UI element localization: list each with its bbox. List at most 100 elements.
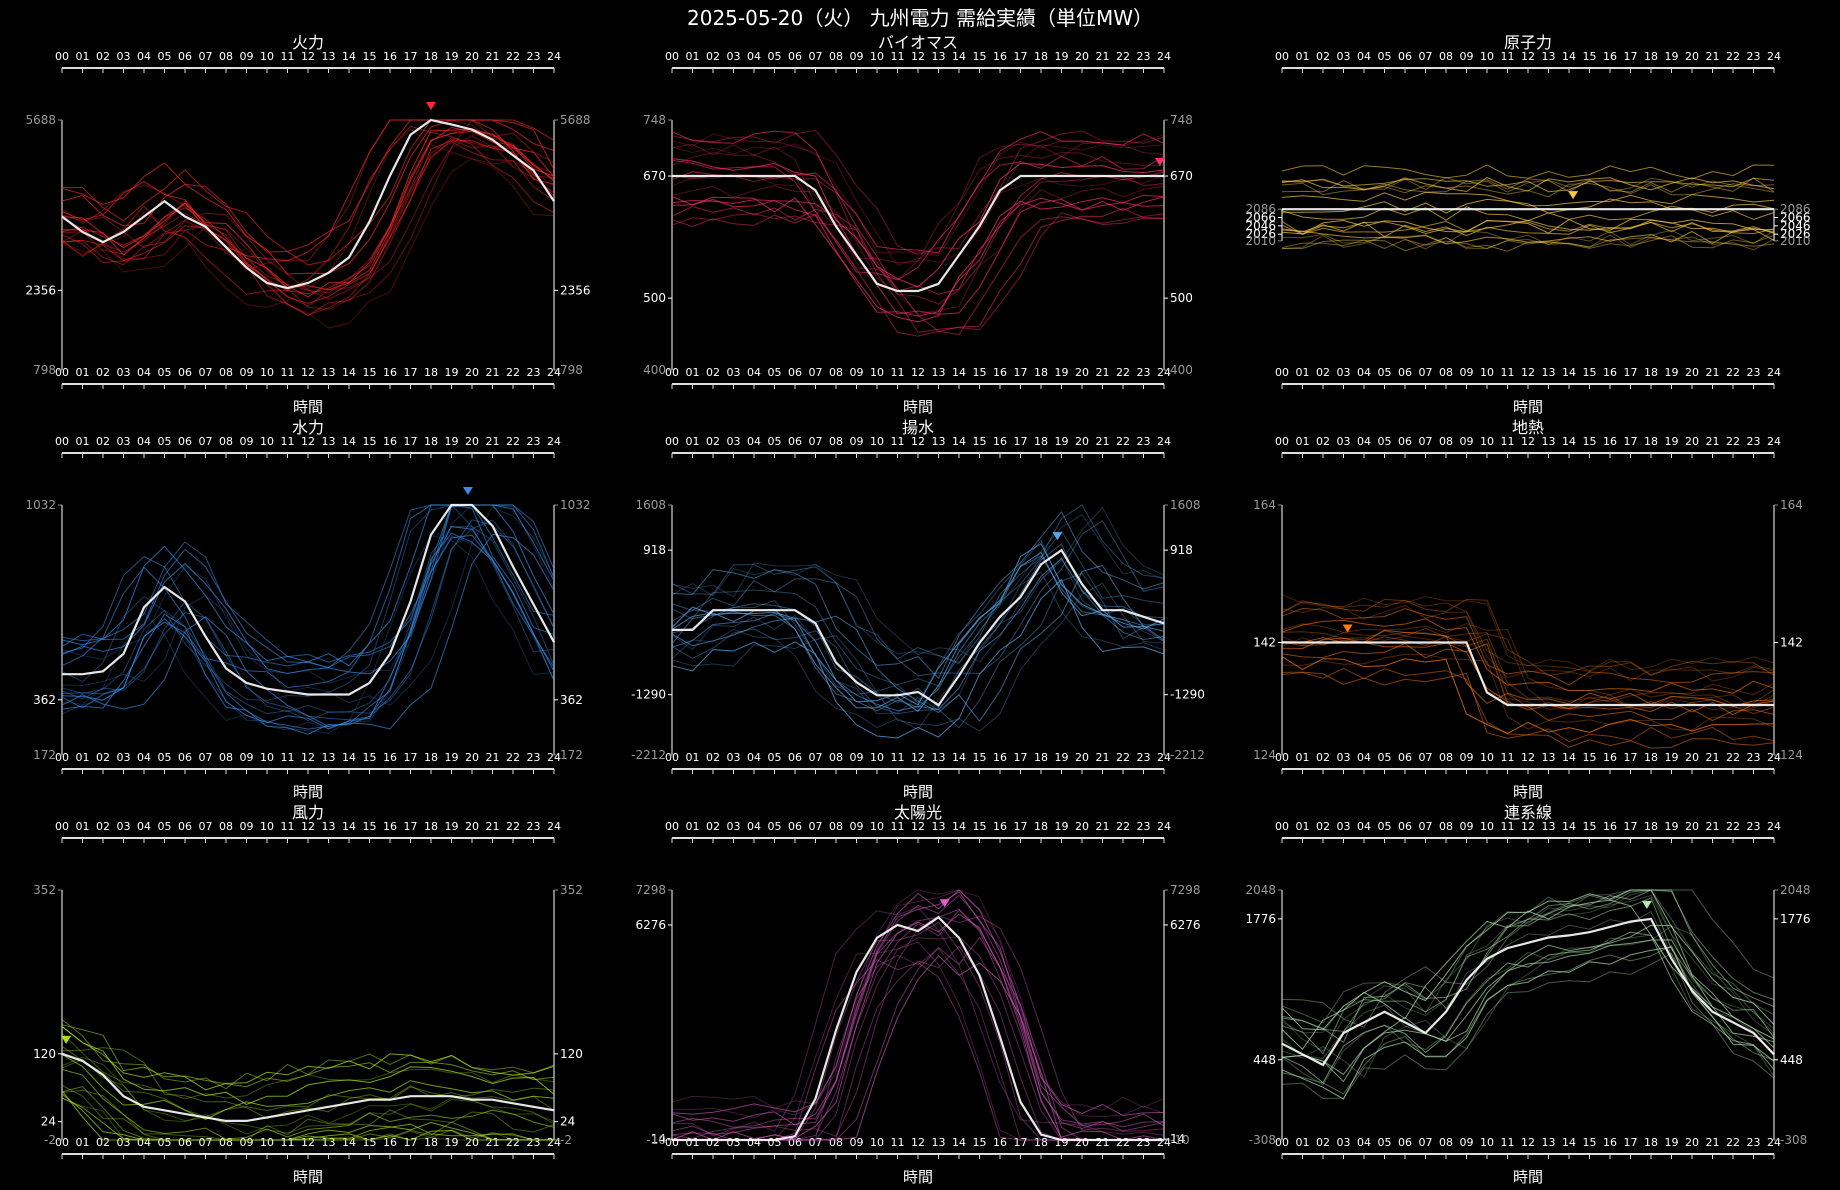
hour-tick-label: 24	[1767, 435, 1781, 448]
hour-tick-label: 05	[158, 751, 172, 764]
hour-tick-label: 05	[1378, 820, 1392, 833]
hour-tick-label: 00	[55, 751, 69, 764]
hour-tick-label: 20	[1075, 435, 1089, 448]
series-line-today	[1281, 917, 1775, 1067]
series-line-background	[61, 526, 555, 722]
hour-tick-label: 06	[1398, 435, 1412, 448]
hour-tick-label: 05	[158, 366, 172, 379]
hour-tick-label: 08	[829, 366, 843, 379]
hour-tick-label: 01	[76, 751, 90, 764]
hour-tick-label: 13	[1542, 50, 1556, 63]
hour-tick-label: 12	[911, 751, 925, 764]
hour-tick-label: 23	[1137, 50, 1151, 63]
subchart-title: 火力	[292, 33, 324, 52]
subchart-4: 揚水 00 01 02 03 04 05 06 07 08 09 10 11 12 13 14 15 16 17 18…	[631, 418, 1205, 801]
hour-tick-label: 17	[1014, 751, 1028, 764]
hour-tick-label: 15	[973, 435, 987, 448]
value-tick-label: 2010	[1245, 234, 1276, 248]
hour-tick-label: 09	[240, 366, 254, 379]
hour-tick-label: 03	[727, 751, 741, 764]
hour-tick-label: 11	[281, 820, 295, 833]
series-line-background	[61, 157, 555, 329]
hour-tick-label: 19	[445, 366, 459, 379]
value-tick-label: -308	[1780, 1133, 1807, 1147]
hour-tick-label: 02	[1316, 435, 1330, 448]
hour-tick-label: 05	[1378, 751, 1392, 764]
value-tick-label: 2026	[1245, 227, 1276, 241]
hour-tick-label: 17	[1624, 435, 1638, 448]
hour-tick-label: 23	[1747, 751, 1761, 764]
value-tick-label: 352	[33, 883, 56, 897]
hour-tick-label: 09	[850, 751, 864, 764]
hour-tick-label: 17	[404, 50, 418, 63]
series-line-background	[61, 506, 555, 707]
hour-tick-label: 22	[1116, 50, 1130, 63]
hour-tick-label: 16	[993, 435, 1007, 448]
hour-tick-label: 07	[199, 435, 213, 448]
hour-tick-label: 13	[932, 820, 946, 833]
peak-marker	[61, 1035, 72, 1044]
hour-tick-label: 13	[932, 50, 946, 63]
hour-tick-label: 00	[1275, 50, 1289, 63]
hour-tick-label: 02	[1316, 1136, 1330, 1149]
series-line-background	[1281, 618, 1775, 694]
hour-tick-label: 17	[404, 366, 418, 379]
hour-tick-label: 09	[240, 751, 254, 764]
x-axis-label: 時間	[293, 1168, 323, 1186]
hour-tick-label: 24	[1767, 1136, 1781, 1149]
hour-tick-label: 19	[1665, 820, 1679, 833]
hour-tick-label: 19	[445, 435, 459, 448]
series-line-background	[671, 530, 1165, 687]
hour-tick-label: 10	[870, 820, 884, 833]
hour-tick-label: 03	[727, 820, 741, 833]
value-tick-label: 670	[643, 169, 666, 183]
hour-tick-label: 21	[486, 820, 500, 833]
hour-tick-label: 14	[1562, 50, 1576, 63]
subchart-title: 水力	[292, 418, 324, 437]
hour-tick-label: 22	[1726, 751, 1740, 764]
hour-tick-label: 10	[870, 751, 884, 764]
hour-tick-label: 14	[1562, 751, 1576, 764]
series-line-background	[1281, 889, 1775, 1031]
series-line-background	[671, 504, 1165, 664]
hour-tick-label: 21	[1096, 1136, 1110, 1149]
hour-tick-label: 07	[199, 50, 213, 63]
series-line-background	[61, 140, 555, 304]
hour-tick-label: 04	[747, 366, 761, 379]
hour-tick-label: 11	[281, 50, 295, 63]
hour-tick-label: 20	[1075, 50, 1089, 63]
series-line-background	[671, 141, 1165, 264]
hour-tick-label: 12	[911, 1136, 925, 1149]
hour-tick-label: 22	[506, 751, 520, 764]
series-line-background	[61, 533, 555, 730]
hour-tick-label: 21	[486, 366, 500, 379]
hour-tick-label: 07	[809, 435, 823, 448]
hour-tick-label: 10	[260, 435, 274, 448]
hour-tick-label: 04	[1357, 820, 1371, 833]
hour-tick-label: 19	[1665, 751, 1679, 764]
series-line-background	[61, 119, 555, 300]
series-line-background	[1281, 889, 1775, 1033]
hour-tick-label: 20	[1075, 366, 1089, 379]
value-tick-label: 2356	[25, 283, 56, 297]
subchart-6: 風力 00 01 02 03 04 05 06 07 08 09 10 11 12 13 14 15 16 17 18…	[33, 803, 583, 1186]
subchart-title: バイオマス	[878, 33, 958, 52]
series-line-background	[671, 891, 1165, 1127]
hour-tick-label: 21	[1706, 435, 1720, 448]
hour-tick-label: 10	[1480, 435, 1494, 448]
hour-tick-label: 00	[1275, 366, 1289, 379]
subchart-title: 連系線	[1504, 803, 1552, 822]
hour-tick-label: 08	[1439, 1136, 1453, 1149]
series-line-background	[1281, 653, 1775, 731]
hour-tick-label: 10	[1480, 1136, 1494, 1149]
value-tick-label: 120	[560, 1047, 583, 1061]
hour-tick-label: 02	[1316, 820, 1330, 833]
hour-tick-label: 14	[1562, 366, 1576, 379]
series-line-background	[1281, 598, 1775, 677]
hour-tick-label: 22	[1726, 820, 1740, 833]
hour-tick-label: 13	[932, 1136, 946, 1149]
hour-tick-label: 14	[342, 1136, 356, 1149]
value-tick-label: 2066	[1245, 211, 1276, 225]
hour-tick-label: 06	[1398, 751, 1412, 764]
hour-tick-label: 16	[1603, 1136, 1617, 1149]
